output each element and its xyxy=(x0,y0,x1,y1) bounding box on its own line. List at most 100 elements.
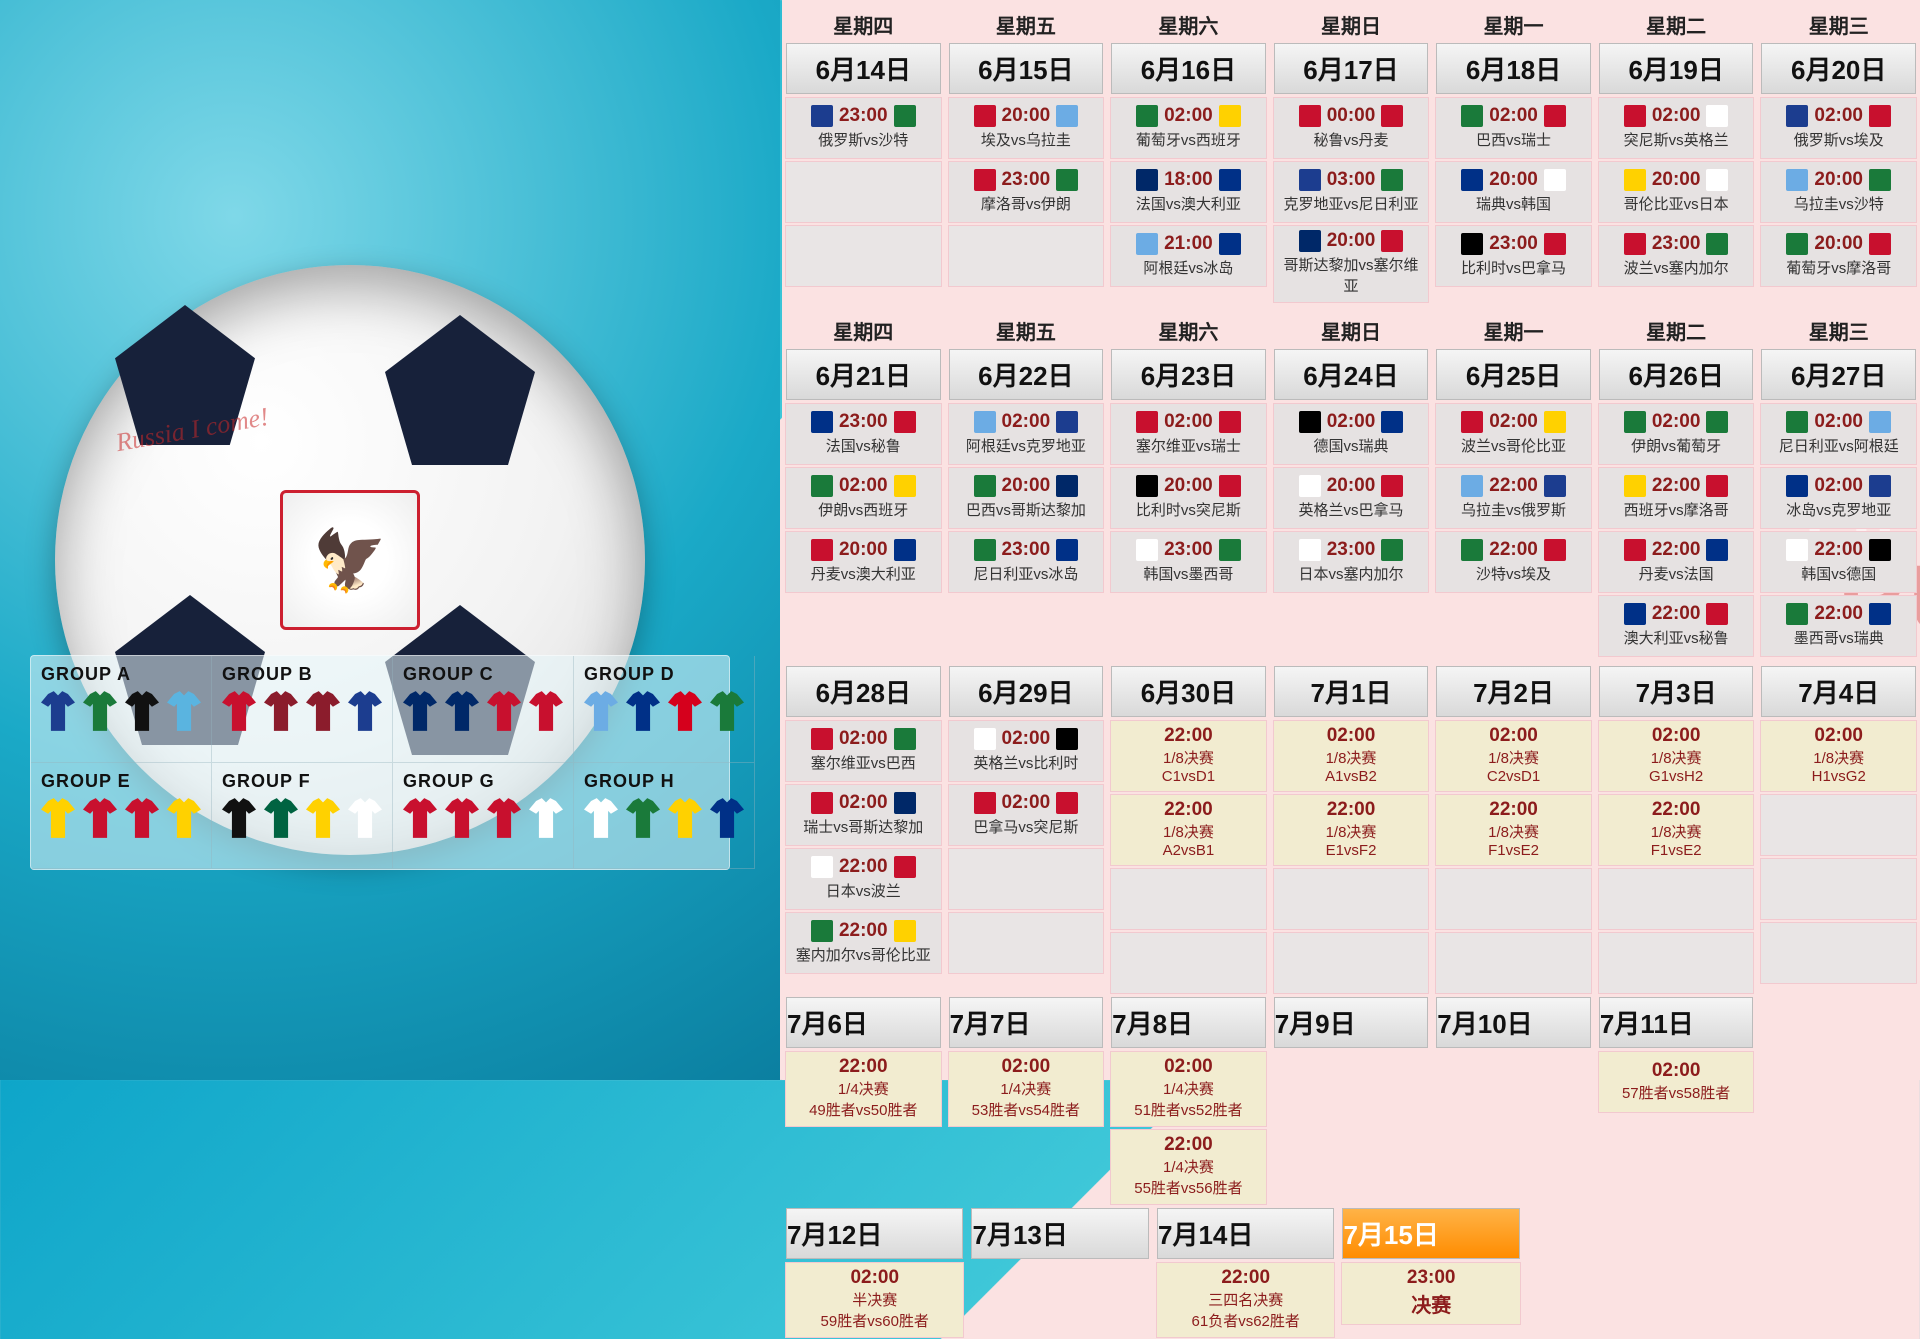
match-cell[interactable]: 21:00 阿根廷vs冰岛 xyxy=(1110,225,1267,287)
match-cell[interactable]: 02:00 伊朗vs葡萄牙 xyxy=(1598,403,1755,465)
match-cell[interactable]: 00:00 秘鲁vs丹麦 xyxy=(1273,97,1430,159)
date-cell-7-6[interactable]: 7月6日 xyxy=(786,997,941,1048)
match-cell[interactable]: 20:00 乌拉圭vs沙特 xyxy=(1760,161,1917,223)
match-cell[interactable]: 20:00 哥伦比亚vs日本 xyxy=(1598,161,1755,223)
match-cell[interactable]: 02:00 突尼斯vs英格兰 xyxy=(1598,97,1755,159)
date-cell-6-24[interactable]: 6月24日 xyxy=(1274,349,1429,400)
date-cell-6-26[interactable]: 6月26日 xyxy=(1599,349,1754,400)
match-cell[interactable]: 02:00 阿根廷vs克罗地亚 xyxy=(948,403,1105,465)
match-cell[interactable]: 02:00 巴拿马vs突尼斯 xyxy=(948,784,1105,846)
match-cell[interactable]: 20:00 巴西vs哥斯达黎加 xyxy=(948,467,1105,529)
match-cell[interactable]: 22:00 墨西哥vs瑞典 xyxy=(1760,595,1917,657)
match-cell[interactable]: 23:00 俄罗斯vs沙特 xyxy=(785,97,942,159)
date-cell-6-28[interactable]: 6月28日 xyxy=(786,666,941,717)
match-cell[interactable]: 23:00 尼日利亚vs冰岛 xyxy=(948,531,1105,593)
date-cell-7-8[interactable]: 7月8日 xyxy=(1111,997,1266,1048)
match-cell[interactable]: 23:00 比利时vs巴拿马 xyxy=(1435,225,1592,287)
match-cell[interactable]: 02:00 塞尔维亚vs巴西 xyxy=(785,720,942,782)
match-cell[interactable]: 22:00 1/4决赛 55胜者vs56胜者 xyxy=(1110,1129,1267,1205)
date-cell-6-21[interactable]: 6月21日 xyxy=(786,349,941,400)
match-cell[interactable]: 20:00 英格兰vs巴拿马 xyxy=(1273,467,1430,529)
date-cell-6-23[interactable]: 6月23日 xyxy=(1111,349,1266,400)
match-cell[interactable]: 20:00 哥斯达黎加vs塞尔维亚 xyxy=(1273,225,1430,303)
match-cell[interactable]: 02:00 瑞士vs哥斯达黎加 xyxy=(785,784,942,846)
match-cell[interactable]: 18:00 法国vs澳大利亚 xyxy=(1110,161,1267,223)
background-decor: 🦅 Russia I come! GROUP A GROUP B GROUP C xyxy=(0,0,780,1080)
date-cell-6-27[interactable]: 6月27日 xyxy=(1761,349,1916,400)
match-cell[interactable]: 02:00 德国vs瑞典 xyxy=(1273,403,1430,465)
date-cell-7-13[interactable]: 7月13日 xyxy=(971,1208,1149,1259)
date-cell-6-25[interactable]: 6月25日 xyxy=(1436,349,1591,400)
match-cell[interactable]: 22:00 1/8决赛 E1vsF2 xyxy=(1273,794,1430,866)
match-cell[interactable]: 02:00 英格兰vs比利时 xyxy=(948,720,1105,782)
match-cell[interactable]: 22:00 西班牙vs摩洛哥 xyxy=(1598,467,1755,529)
match-cell-final[interactable]: 23:00 决赛 xyxy=(1341,1262,1521,1325)
date-cell-7-11[interactable]: 7月11日 xyxy=(1599,997,1754,1048)
date-cell-6-17[interactable]: 6月17日 xyxy=(1274,43,1429,94)
date-cell-6-22[interactable]: 6月22日 xyxy=(949,349,1104,400)
match-cell[interactable]: 20:00 埃及vs乌拉圭 xyxy=(948,97,1105,159)
match-cell[interactable]: 02:00 尼日利亚vs阿根廷 xyxy=(1760,403,1917,465)
date-cell-7-3[interactable]: 7月3日 xyxy=(1599,666,1754,717)
match-cell[interactable]: 22:00 1/8决赛 C1vsD1 xyxy=(1110,720,1267,792)
match-cell[interactable]: 22:00 1/8决赛 F1vsE2 xyxy=(1435,794,1592,866)
match-cell[interactable]: 22:00 丹麦vs法国 xyxy=(1598,531,1755,593)
match-cell[interactable]: 23:00 韩国vs墨西哥 xyxy=(1110,531,1267,593)
match-cell[interactable]: 20:00 丹麦vs澳大利亚 xyxy=(785,531,942,593)
date-cell-7-10[interactable]: 7月10日 xyxy=(1436,997,1591,1048)
match-cell[interactable]: 23:00 日本vs塞内加尔 xyxy=(1273,531,1430,593)
group-h-jerseys xyxy=(584,798,744,838)
match-cell[interactable]: 22:00 三四名决赛 61负者vs62胜者 xyxy=(1156,1262,1335,1338)
match-cell[interactable]: 22:00 沙特vs埃及 xyxy=(1435,531,1592,593)
match-cell[interactable]: 23:00 摩洛哥vs伊朗 xyxy=(948,161,1105,223)
date-cell-7-2[interactable]: 7月2日 xyxy=(1436,666,1591,717)
match-cell[interactable]: 02:00 伊朗vs西班牙 xyxy=(785,467,942,529)
date-cell-7-7[interactable]: 7月7日 xyxy=(949,997,1104,1048)
date-cell-6-15[interactable]: 6月15日 xyxy=(949,43,1104,94)
date-cell-6-16[interactable]: 6月16日 xyxy=(1111,43,1266,94)
match-cell[interactable]: 20:00 葡萄牙vs摩洛哥 xyxy=(1760,225,1917,287)
match-cell[interactable]: 22:00 1/8决赛 A2vsB1 xyxy=(1110,794,1267,866)
match-cell[interactable]: 02:00 塞尔维亚vs瑞士 xyxy=(1110,403,1267,465)
match-cell[interactable]: 20:00 比利时vs突尼斯 xyxy=(1110,467,1267,529)
match-cell[interactable]: 02:00 半决赛 59胜者vs60胜者 xyxy=(785,1262,964,1338)
match-cell[interactable]: 22:00 澳大利亚vs秘鲁 xyxy=(1598,595,1755,657)
match-cell[interactable]: 22:00 塞内加尔vs哥伦比亚 xyxy=(785,912,942,974)
match-cell[interactable]: 22:00 乌拉圭vs俄罗斯 xyxy=(1435,467,1592,529)
date-cell-6-19[interactable]: 6月19日 xyxy=(1599,43,1754,94)
group-cell-c: GROUP C xyxy=(393,656,574,763)
match-cell[interactable]: 02:00 1/4决赛 51胜者vs52胜者 xyxy=(1110,1051,1267,1127)
match-cell[interactable]: 03:00 克罗地亚vs尼日利亚 xyxy=(1273,161,1430,223)
date-cell-7-1[interactable]: 7月1日 xyxy=(1274,666,1429,717)
date-cell-6-30[interactable]: 6月30日 xyxy=(1111,666,1266,717)
match-cell[interactable]: 02:00 俄罗斯vs埃及 xyxy=(1760,97,1917,159)
match-cell[interactable]: 23:00 法国vs秘鲁 xyxy=(785,403,942,465)
date-cell-6-18[interactable]: 6月18日 xyxy=(1436,43,1591,94)
match-cell[interactable]: 22:00 日本vs波兰 xyxy=(785,848,942,910)
match-cell[interactable]: 02:00 葡萄牙vs西班牙 xyxy=(1110,97,1267,159)
date-cell-7-4[interactable]: 7月4日 xyxy=(1761,666,1916,717)
match-cell[interactable]: 02:00 冰岛vs克罗地亚 xyxy=(1760,467,1917,529)
date-cell-6-20[interactable]: 6月20日 xyxy=(1761,43,1916,94)
match-cell[interactable]: 02:00 1/8决赛 C2vsD1 xyxy=(1435,720,1592,792)
match-cell[interactable]: 02:00 巴西vs瑞士 xyxy=(1435,97,1592,159)
match-cell[interactable]: 22:00 1/8决赛 F1vsE2 xyxy=(1598,794,1755,866)
date-cell-7-9[interactable]: 7月9日 xyxy=(1274,997,1429,1048)
date-cell-7-12[interactable]: 7月12日 xyxy=(786,1208,963,1259)
date-cell-7-15[interactable]: 7月15日 xyxy=(1342,1208,1520,1259)
group-f-label: GROUP F xyxy=(222,771,382,792)
match-cell[interactable]: 02:00 1/4决赛 53胜者vs54胜者 xyxy=(948,1051,1105,1127)
match-cell[interactable]: 23:00 波兰vs塞内加尔 xyxy=(1598,225,1755,287)
match-cell[interactable]: 22:00 1/4决赛 49胜者vs50胜者 xyxy=(785,1051,942,1127)
match-cell[interactable]: 02:00 1/8决赛 A1vsB2 xyxy=(1273,720,1430,792)
match-cell[interactable]: 02:00 57胜者vs58胜者 xyxy=(1598,1051,1755,1113)
match-cell[interactable]: 02:00 波兰vs哥伦比亚 xyxy=(1435,403,1592,465)
date-cell-6-14[interactable]: 6月14日 xyxy=(786,43,941,94)
date-cell-6-29[interactable]: 6月29日 xyxy=(949,666,1104,717)
match-cell[interactable]: 22:00 韩国vs德国 xyxy=(1760,531,1917,593)
match-cell[interactable]: 20:00 瑞典vs韩国 xyxy=(1435,161,1592,223)
match-cell[interactable]: 02:00 1/8决赛 G1vsH2 xyxy=(1598,720,1755,792)
day-col-17: 7月1日 02:00 1/8决赛 A1vsB2 22:00 1/8决赛 E1vsF2 xyxy=(1270,660,1433,995)
date-cell-7-14[interactable]: 7月14日 xyxy=(1157,1208,1334,1259)
match-cell[interactable]: 02:00 1/8决赛 H1vsG2 xyxy=(1760,720,1917,792)
